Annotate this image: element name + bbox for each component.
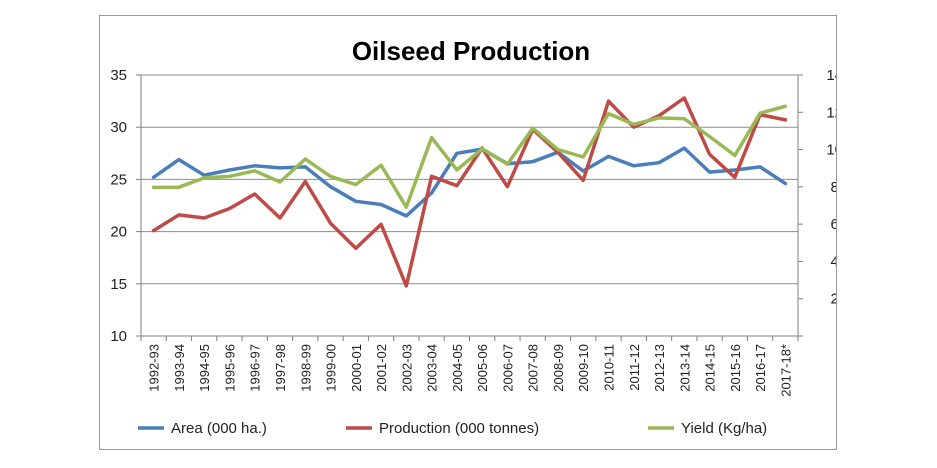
x-tick-label: 2006-07 <box>500 344 515 392</box>
left-tick-label: 15 <box>110 276 127 293</box>
left-axis-ticks: 10 15 20 25 30 35 <box>110 67 127 345</box>
right-tick-label: 400 <box>830 253 836 270</box>
gridlines <box>141 74 798 285</box>
x-tick-label: 2016-17 <box>753 344 768 392</box>
left-tick-label: 30 <box>110 119 127 136</box>
x-tick-label: 2004-05 <box>450 344 465 392</box>
left-tick-label: 35 <box>110 67 127 84</box>
x-tick-label: 2002-03 <box>399 344 414 392</box>
right-tick-label: 600 <box>830 216 836 233</box>
x-tick-label: 2007-08 <box>526 344 541 392</box>
x-tick-label: 2017-18* <box>778 344 793 397</box>
left-tick-label: 20 <box>110 224 127 241</box>
x-tick-label: 1994-95 <box>197 344 212 392</box>
x-tick-label: 2000-01 <box>349 344 364 392</box>
x-tick-label: 2008-09 <box>551 344 566 392</box>
chart-title: Oilseed Production <box>352 36 590 66</box>
x-axis-ticks: 1992-93 1993-94 1994-95 1995-96 1996-97 1997-… <box>147 344 794 397</box>
x-tick-label: 2012-13 <box>652 344 667 392</box>
series-line-3 <box>151 104 788 209</box>
axes <box>136 74 803 341</box>
series-line-2 <box>151 96 788 288</box>
x-tick-label: 1992-93 <box>147 344 162 392</box>
legend-label: Yield (Kg/ha) <box>681 420 767 437</box>
right-tick-label: 800 <box>830 179 836 196</box>
x-tick-label: 1997-98 <box>273 344 288 392</box>
left-tick-label: 10 <box>110 328 127 345</box>
legend-label: Production (000 tonnes) <box>379 420 539 437</box>
x-tick-label: 1998-99 <box>298 344 313 392</box>
x-tick-label: 2014-15 <box>703 344 718 392</box>
right-tick-label: 200 <box>830 291 836 308</box>
series-line-1 <box>151 146 788 218</box>
legend-label: Area (000 ha.) <box>171 420 267 437</box>
x-tick-label: 2001-02 <box>374 344 389 392</box>
x-tick-label: 1999-00 <box>324 344 339 392</box>
x-tick-label: 1993-94 <box>172 344 187 392</box>
x-tick-label: 2003-04 <box>425 344 440 392</box>
x-tick-label: 2009-10 <box>576 344 591 392</box>
series-lines <box>151 96 788 288</box>
x-tick-label: 2005-06 <box>475 344 490 392</box>
x-tick-label: 1996-97 <box>248 344 263 392</box>
right-axis-ticks: 0200400600800100012001400 <box>826 67 836 308</box>
right-tick-label: 1400 <box>826 67 836 84</box>
right-tick-label: 1000 <box>826 142 836 159</box>
legend: Area (000 ha.) Production (000 tonnes) Yie… <box>138 420 767 437</box>
left-tick-label: 25 <box>110 171 127 188</box>
x-tick-label: 2013-14 <box>677 344 692 392</box>
x-tick-label: 2011-12 <box>627 344 642 391</box>
x-tick-label: 2010-11 <box>601 344 616 391</box>
x-tick-label: 2015-16 <box>728 344 743 392</box>
x-tick-label: 1995-96 <box>222 344 237 392</box>
